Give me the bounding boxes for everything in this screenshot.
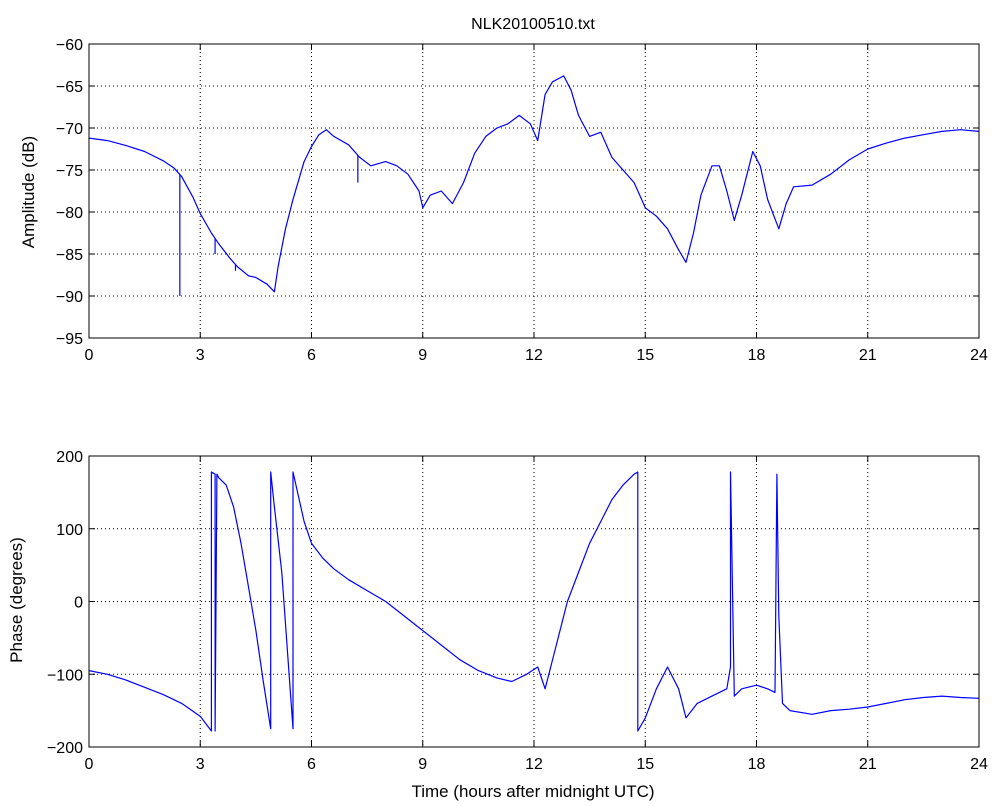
phase-x-tick-label: 0 [85, 756, 94, 773]
amplitude-y-tick-label: −60 [56, 37, 83, 54]
phase-ticks: 0 3 6 9 12 15 18 21 24 −200 −100 0 100 200 [47, 449, 988, 773]
amplitude-x-tick-label: 6 [307, 347, 316, 364]
amplitude-series [88, 75, 980, 296]
phase-x-tick-label: 21 [859, 756, 877, 773]
phase-y-tick-label: 0 [74, 595, 83, 612]
chart-title: NLK20100510.txt [471, 16, 595, 33]
phase-x-tick-label: 24 [970, 756, 988, 773]
amplitude-panel: 0 3 6 9 12 15 18 21 24 −95 −90 −85 −80 −75 −70 −65 −60 N… [19, 16, 988, 364]
amplitude-x-tick-label: 3 [196, 347, 205, 364]
amplitude-x-tick-label: 21 [859, 347, 877, 364]
phase-y-tick-label: −200 [47, 740, 83, 757]
amplitude-x-tick-label: 9 [418, 347, 427, 364]
phase-series [88, 471, 980, 732]
phase-y-axis-label: Phase (degrees) [7, 537, 26, 663]
phase-grid [89, 456, 979, 747]
amplitude-y-tick-label: −90 [56, 289, 83, 306]
phase-x-tick-label: 9 [418, 756, 427, 773]
amplitude-y-tick-label: −85 [56, 247, 83, 264]
x-axis-label: Time (hours after midnight UTC) [411, 782, 654, 801]
amplitude-y-axis-label: Amplitude (dB) [19, 136, 38, 248]
amplitude-y-tick-label: −75 [56, 163, 83, 180]
amplitude-x-tick-label: 18 [748, 347, 766, 364]
phase-y-tick-label: 100 [56, 522, 83, 539]
phase-x-tick-label: 12 [525, 756, 543, 773]
amplitude-x-tick-label: 15 [636, 347, 654, 364]
amplitude-grid [89, 44, 979, 338]
phase-y-tick-label: 200 [56, 449, 83, 466]
phase-series-line [88, 471, 980, 732]
amplitude-series-line [88, 75, 980, 293]
amplitude-y-tick-label: −70 [56, 121, 83, 138]
amplitude-x-tick-label: 12 [525, 347, 543, 364]
phase-panel: 0 3 6 9 12 15 18 21 24 −200 −100 0 100 200 Phase (deg… [7, 449, 988, 801]
amplitude-y-tick-label: −65 [56, 79, 83, 96]
phase-x-tick-label: 3 [196, 756, 205, 773]
phase-x-tick-label: 18 [748, 756, 766, 773]
amplitude-x-tick-label: 24 [970, 347, 988, 364]
amplitude-x-tick-label: 0 [85, 347, 94, 364]
amplitude-y-tick-label: −95 [56, 331, 83, 348]
amplitude-ticks: 0 3 6 9 12 15 18 21 24 −95 −90 −85 −80 −75 −70 −65 −60 [56, 37, 988, 364]
phase-x-tick-label: 6 [307, 756, 316, 773]
phase-x-tick-label: 15 [636, 756, 654, 773]
amplitude-y-tick-label: −80 [56, 205, 83, 222]
phase-y-tick-label: −100 [47, 667, 83, 684]
